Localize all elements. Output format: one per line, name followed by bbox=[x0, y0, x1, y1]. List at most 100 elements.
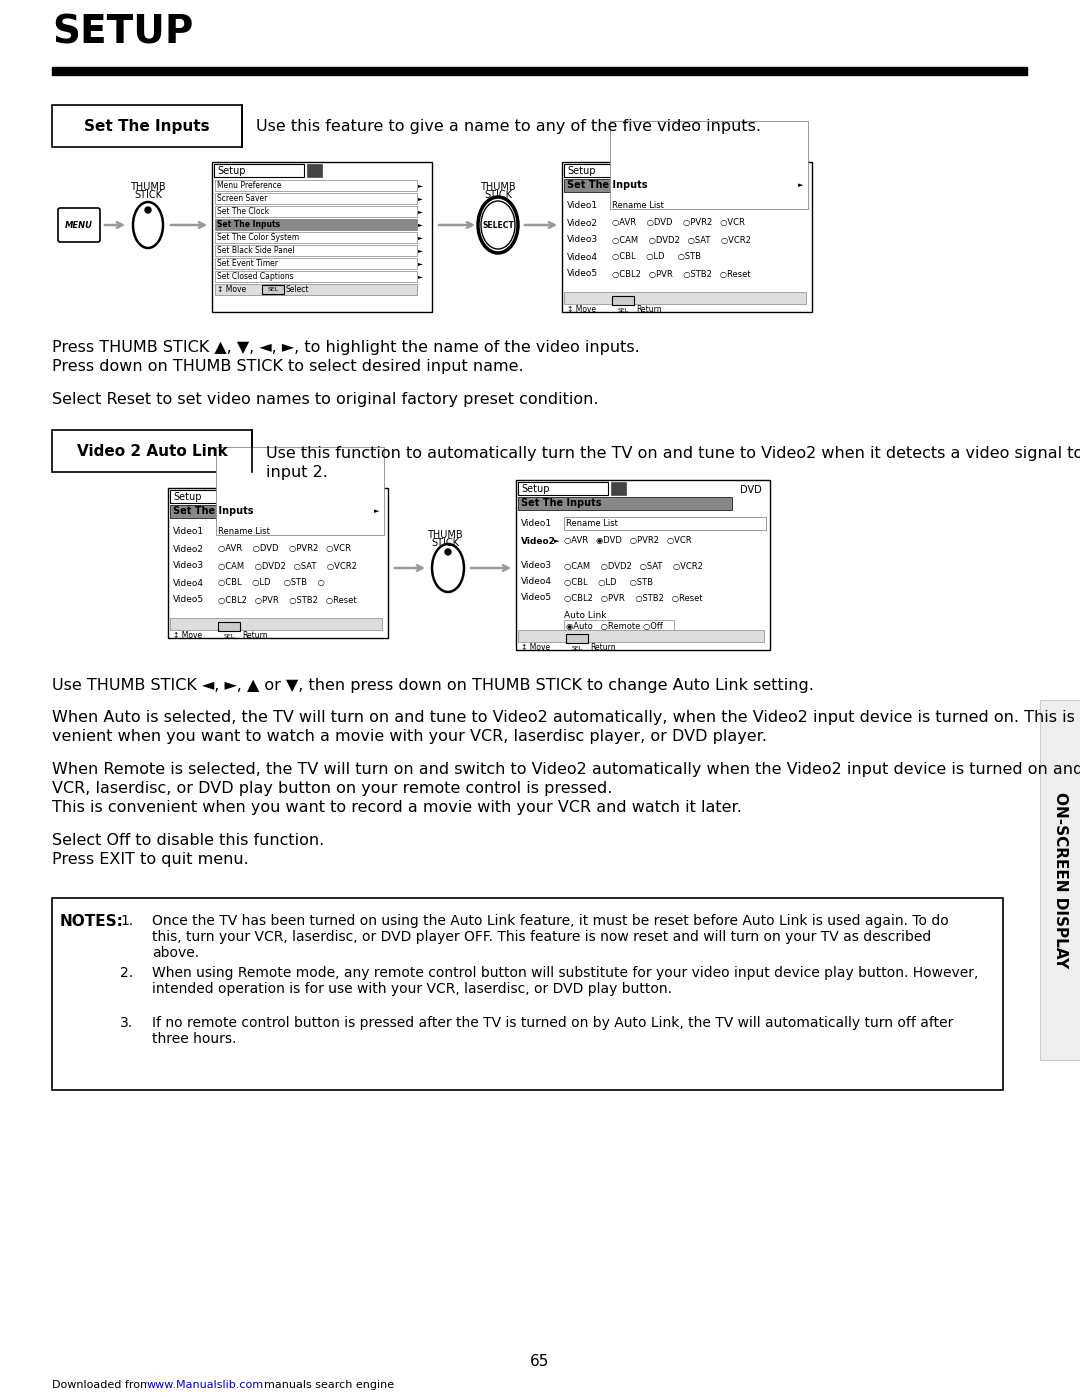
Ellipse shape bbox=[481, 201, 515, 249]
Text: this, turn your VCR, laserdisc, or DVD player OFF. This feature is now reset and: this, turn your VCR, laserdisc, or DVD p… bbox=[152, 930, 931, 944]
Bar bbox=[215, 258, 417, 270]
Bar bbox=[216, 447, 384, 535]
Text: ○CBL2   ○PVR    ○STB2   ○Reset: ○CBL2 ○PVR ○STB2 ○Reset bbox=[564, 594, 703, 602]
Text: 3.: 3. bbox=[120, 1016, 133, 1030]
Text: Set The Inputs: Set The Inputs bbox=[217, 219, 280, 229]
Text: ►: ► bbox=[418, 210, 422, 214]
Bar bbox=[262, 285, 284, 293]
Text: ○CAM    ○DVD2   ○SAT    ○VCR2: ○CAM ○DVD2 ○SAT ○VCR2 bbox=[564, 562, 703, 570]
Text: If no remote control button is pressed after the TV is turned on by Auto Link, t: If no remote control button is pressed a… bbox=[152, 1016, 954, 1030]
Text: Set The Color System: Set The Color System bbox=[217, 233, 299, 242]
Text: THUMB: THUMB bbox=[131, 182, 166, 191]
Text: STICK: STICK bbox=[431, 538, 459, 548]
Bar bbox=[562, 162, 812, 312]
Text: Video 2 Auto Link: Video 2 Auto Link bbox=[77, 443, 228, 458]
Bar bbox=[564, 620, 674, 631]
Text: STICK: STICK bbox=[484, 190, 512, 200]
Text: ↕ Move: ↕ Move bbox=[173, 631, 204, 640]
Text: ○AVR    ○DVD    ○PVR2   ○VCR: ○AVR ○DVD ○PVR2 ○VCR bbox=[218, 545, 351, 553]
Bar bbox=[215, 284, 417, 295]
Text: input 2.: input 2. bbox=[266, 465, 328, 481]
Text: Video2: Video2 bbox=[173, 545, 204, 553]
Bar bbox=[212, 162, 432, 312]
Bar bbox=[52, 430, 252, 472]
Text: Setup: Setup bbox=[217, 165, 245, 176]
Text: 65: 65 bbox=[530, 1355, 550, 1369]
Bar bbox=[215, 193, 417, 204]
Text: When using Remote mode, any remote control button will substitute for your video: When using Remote mode, any remote contr… bbox=[152, 965, 978, 981]
Text: ►: ► bbox=[418, 274, 422, 279]
Text: Video4: Video4 bbox=[173, 578, 204, 588]
Ellipse shape bbox=[445, 549, 451, 555]
Text: ○CBL2   ○PVR    ○STB2   ○Reset: ○CBL2 ○PVR ○STB2 ○Reset bbox=[218, 595, 356, 605]
Bar bbox=[518, 482, 608, 495]
Text: Video4: Video4 bbox=[521, 577, 552, 587]
Text: Screen Saver: Screen Saver bbox=[217, 194, 268, 203]
Text: When Auto is selected, the TV will turn on and tune to Video2 automatically, whe: When Auto is selected, the TV will turn … bbox=[52, 710, 1080, 725]
Text: Select Off to disable this function.: Select Off to disable this function. bbox=[52, 833, 324, 848]
Text: www.Manualslib.com: www.Manualslib.com bbox=[147, 1380, 265, 1390]
Bar bbox=[218, 622, 240, 631]
Text: Setup: Setup bbox=[521, 483, 550, 493]
Text: ○CBL    ○LD     ○STB: ○CBL ○LD ○STB bbox=[564, 577, 653, 587]
Text: SEL: SEL bbox=[571, 645, 582, 651]
Text: Auto Link: Auto Link bbox=[564, 612, 607, 620]
Text: Set Black Side Panel: Set Black Side Panel bbox=[217, 246, 295, 256]
Text: intended operation is for use with your VCR, laserdisc, or DVD play button.: intended operation is for use with your … bbox=[152, 982, 672, 996]
Text: When Remote is selected, the TV will turn on and switch to Video2 automatically : When Remote is selected, the TV will tur… bbox=[52, 761, 1080, 777]
Text: ○CBL    ○LD     ○STB    ○: ○CBL ○LD ○STB ○ bbox=[218, 578, 325, 588]
Text: Set The Inputs: Set The Inputs bbox=[84, 119, 210, 134]
Text: Set The Clock: Set The Clock bbox=[217, 207, 269, 217]
Bar bbox=[215, 232, 417, 243]
Bar bbox=[518, 630, 764, 643]
Bar bbox=[264, 490, 278, 503]
Text: Select: Select bbox=[286, 285, 310, 293]
Text: Video1: Video1 bbox=[567, 201, 598, 211]
Text: SEL: SEL bbox=[618, 307, 629, 313]
Text: ►: ► bbox=[418, 249, 422, 253]
Text: Video5: Video5 bbox=[173, 595, 204, 605]
Ellipse shape bbox=[478, 197, 518, 253]
Text: This is convenient when you want to record a movie with your VCR and watch it la: This is convenient when you want to reco… bbox=[52, 800, 742, 814]
Bar bbox=[1040, 700, 1080, 1060]
Text: ○CBL2   ○PVR    ○STB2   ○Reset: ○CBL2 ○PVR ○STB2 ○Reset bbox=[612, 270, 751, 278]
Text: 2.: 2. bbox=[120, 965, 133, 981]
Text: Select Reset to set video names to original factory preset condition.: Select Reset to set video names to origi… bbox=[52, 393, 598, 407]
Text: ↕ Move: ↕ Move bbox=[217, 285, 248, 293]
Bar bbox=[612, 296, 634, 305]
Bar bbox=[52, 105, 242, 147]
Bar bbox=[215, 219, 417, 231]
Text: venient when you want to watch a movie with your VCR, laserdisc player, or DVD p: venient when you want to watch a movie w… bbox=[52, 729, 767, 745]
Bar bbox=[516, 481, 770, 650]
Text: Video2: Video2 bbox=[567, 218, 598, 228]
Text: Video1: Video1 bbox=[521, 520, 552, 528]
Text: Press THUMB STICK ▲, ▼, ◄, ►, to highlight the name of the video inputs.: Press THUMB STICK ▲, ▼, ◄, ►, to highlig… bbox=[52, 339, 639, 355]
Bar bbox=[564, 292, 806, 305]
Text: SEL: SEL bbox=[224, 633, 234, 638]
Text: Press down on THUMB STICK to select desired input name.: Press down on THUMB STICK to select desi… bbox=[52, 359, 524, 374]
Text: ►: ► bbox=[418, 235, 422, 240]
Text: 1.: 1. bbox=[120, 914, 133, 928]
Text: Setup: Setup bbox=[567, 165, 595, 176]
Text: ↕ Move: ↕ Move bbox=[567, 306, 598, 314]
Text: Setup: Setup bbox=[173, 492, 202, 502]
Text: Press EXIT to quit menu.: Press EXIT to quit menu. bbox=[52, 852, 248, 868]
Text: manuals search engine: manuals search engine bbox=[257, 1380, 394, 1390]
Text: ►: ► bbox=[418, 196, 422, 201]
Text: Video5: Video5 bbox=[521, 594, 552, 602]
Text: ○AVR    ○DVD    ○PVR2   ○VCR: ○AVR ○DVD ○PVR2 ○VCR bbox=[612, 218, 745, 228]
Bar bbox=[657, 163, 672, 177]
Text: Return: Return bbox=[636, 306, 662, 314]
Text: above.: above. bbox=[152, 946, 199, 960]
Text: ►: ► bbox=[418, 222, 422, 226]
Bar bbox=[564, 179, 806, 191]
Text: Video5: Video5 bbox=[567, 270, 598, 278]
Text: Return: Return bbox=[590, 644, 616, 652]
Text: NOTES:: NOTES: bbox=[60, 914, 124, 929]
Text: Set The Inputs: Set The Inputs bbox=[521, 499, 602, 509]
Ellipse shape bbox=[145, 207, 151, 212]
Text: Menu Preference: Menu Preference bbox=[217, 182, 282, 190]
Text: Set Closed Captions: Set Closed Captions bbox=[217, 272, 294, 281]
Text: ►: ► bbox=[418, 183, 422, 189]
Text: ►: ► bbox=[374, 509, 379, 514]
